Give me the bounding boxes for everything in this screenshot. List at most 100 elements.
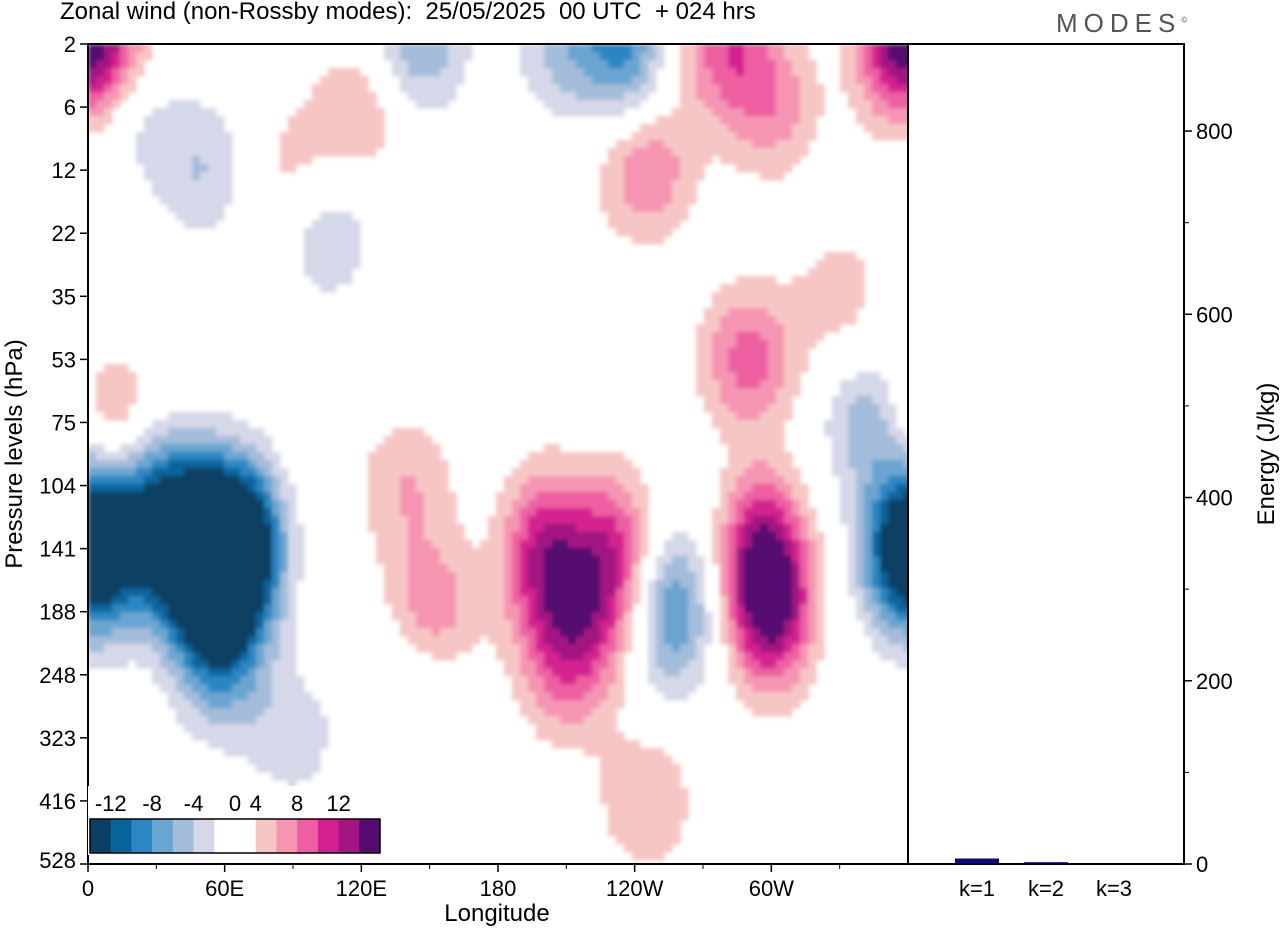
wind-cell — [744, 596, 753, 605]
wind-cell — [800, 148, 809, 157]
wind-cell — [608, 516, 617, 525]
wind-cell — [680, 588, 689, 597]
wind-cell — [160, 532, 169, 541]
pressure-tick-label: 22 — [52, 221, 76, 246]
wind-cell — [520, 548, 529, 557]
wind-cell — [432, 92, 441, 101]
wind-cell — [848, 572, 857, 581]
wind-cell — [632, 508, 641, 517]
wind-cell — [640, 828, 649, 837]
wind-cell — [272, 756, 281, 765]
wind-cell — [608, 796, 617, 805]
wind-cell — [816, 540, 825, 549]
wind-cell — [536, 540, 545, 549]
wind-cell — [880, 588, 889, 597]
wind-cell — [800, 316, 809, 325]
wind-cell — [104, 404, 113, 413]
wind-cell — [848, 300, 857, 309]
wind-cell — [560, 556, 569, 565]
wind-cell — [656, 828, 665, 837]
wind-cell — [872, 380, 881, 389]
wind-cell — [456, 620, 465, 629]
wind-cell — [424, 500, 433, 509]
wind-cell — [664, 188, 673, 197]
wind-cell — [288, 748, 297, 757]
wind-cell — [800, 620, 809, 629]
wind-cell — [768, 500, 777, 509]
wind-cell — [224, 724, 233, 733]
wind-cell — [232, 468, 241, 477]
wind-cell — [280, 132, 289, 141]
wind-cell — [392, 444, 401, 453]
wind-cell — [248, 652, 257, 661]
wind-cell — [200, 668, 209, 677]
wind-cell — [408, 60, 417, 69]
wind-cell — [840, 476, 849, 485]
wind-cell — [216, 580, 225, 589]
wind-cell — [240, 492, 249, 501]
wind-cell — [624, 620, 633, 629]
wind-cell — [752, 380, 761, 389]
wind-cell — [784, 316, 793, 325]
wind-cell — [200, 612, 209, 621]
wind-cell — [736, 164, 745, 173]
wind-cell — [640, 772, 649, 781]
wind-cell — [104, 412, 113, 421]
wind-cell — [448, 564, 457, 573]
wind-cell — [120, 452, 129, 461]
wind-cell — [816, 92, 825, 101]
wind-cell — [208, 444, 217, 453]
wind-cell — [152, 116, 161, 125]
wind-cell — [856, 572, 865, 581]
wind-field — [88, 44, 908, 861]
wind-cell — [656, 124, 665, 133]
wind-cell — [496, 508, 505, 517]
wind-cell — [160, 580, 169, 589]
wind-cell — [536, 620, 545, 629]
wind-cell — [672, 212, 681, 221]
wind-cell — [696, 52, 705, 61]
wind-cell — [400, 452, 409, 461]
wind-cell — [744, 604, 753, 613]
wind-cell — [248, 740, 257, 749]
wind-cell — [248, 756, 257, 765]
wind-cell — [784, 52, 793, 61]
wind-cell — [216, 524, 225, 533]
wind-cell — [248, 716, 257, 725]
wind-cell — [880, 540, 889, 549]
wind-cell — [872, 540, 881, 549]
wind-cell — [208, 124, 217, 133]
wind-cell — [432, 564, 441, 573]
wind-cell — [520, 676, 529, 685]
wind-cell — [312, 732, 321, 741]
wind-cell — [880, 84, 889, 93]
wind-cell — [304, 700, 313, 709]
wind-cell — [784, 156, 793, 165]
wind-cell — [688, 180, 697, 189]
wind-cell — [240, 588, 249, 597]
wind-cell — [480, 604, 489, 613]
wind-cell — [840, 380, 849, 389]
wind-cell — [248, 636, 257, 645]
wind-cell — [520, 68, 529, 77]
wind-cell — [136, 484, 145, 493]
wind-cell — [808, 76, 817, 85]
wind-cell — [856, 396, 865, 405]
wind-cell — [448, 652, 457, 661]
wind-cell — [544, 668, 553, 677]
wind-cell — [176, 620, 185, 629]
wind-cell — [464, 612, 473, 621]
wind-cell — [608, 220, 617, 229]
wind-cell — [736, 76, 745, 85]
wind-cell — [88, 548, 97, 557]
wind-cell — [336, 252, 345, 261]
wind-cell — [600, 788, 609, 797]
pressure-tick-label: 528 — [39, 848, 76, 873]
wind-cell — [776, 284, 785, 293]
wind-cell — [208, 700, 217, 709]
wind-cell — [176, 180, 185, 189]
wind-cell — [512, 572, 521, 581]
x-axis-title: Longitude — [444, 900, 549, 927]
wind-cell — [904, 524, 908, 533]
wind-cell — [760, 316, 769, 325]
